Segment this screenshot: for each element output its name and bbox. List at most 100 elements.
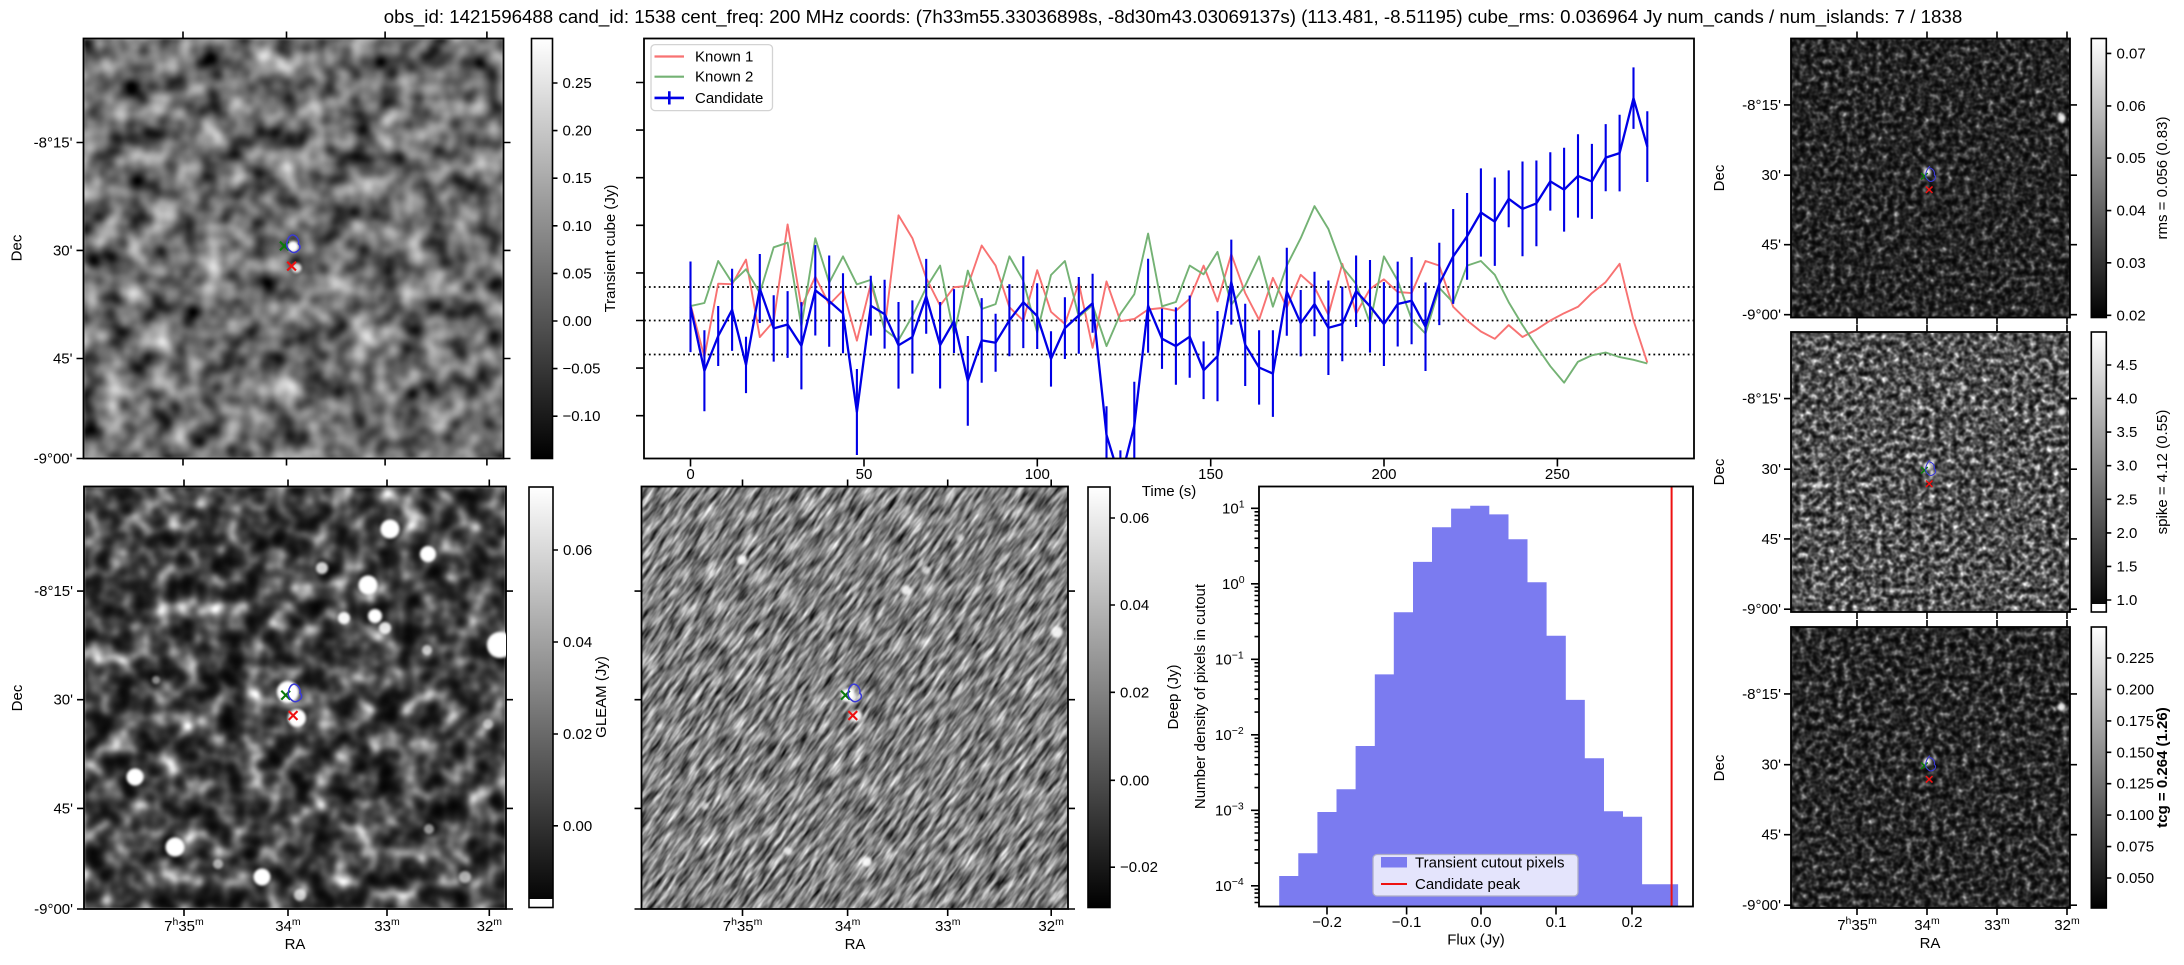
svg-text:0.03: 0.03 — [2117, 255, 2146, 272]
svg-text:0.04: 0.04 — [1120, 597, 1149, 614]
svg-text:30': 30' — [1761, 167, 1781, 184]
svg-text:obs_id: 1421596488 cand_id: 15: obs_id: 1421596488 cand_id: 1538 cent_fr… — [384, 6, 1962, 28]
svg-text:Dec: Dec — [1711, 458, 1728, 485]
svg-text:30': 30' — [1761, 757, 1781, 774]
svg-text:3.5: 3.5 — [2117, 424, 2138, 441]
svg-text:0.06: 0.06 — [2117, 98, 2146, 115]
svg-text:0.07: 0.07 — [2117, 45, 2146, 62]
svg-text:RA: RA — [285, 936, 306, 953]
svg-text:0.10: 0.10 — [563, 218, 592, 235]
svg-text:-9°00': -9°00' — [1742, 307, 1781, 324]
svg-text:100: 100 — [1025, 466, 1050, 483]
svg-text:-9°00': -9°00' — [1742, 897, 1781, 914]
svg-text:Candidate peak: Candidate peak — [1415, 876, 1521, 893]
svg-text:0.0: 0.0 — [1471, 914, 1492, 931]
svg-text:rms = 0.056 (0.83): rms = 0.056 (0.83) — [2154, 117, 2171, 240]
svg-text:0.00: 0.00 — [563, 818, 592, 835]
svg-text:0.04: 0.04 — [563, 634, 592, 651]
svg-text:spike = 4.12 (0.55): spike = 4.12 (0.55) — [2154, 410, 2171, 535]
svg-text:0.200: 0.200 — [2117, 681, 2155, 698]
svg-text:−0.1: −0.1 — [1392, 914, 1422, 931]
svg-text:Number density of pixels in cu: Number density of pixels in cutout — [1192, 583, 1209, 809]
svg-text:0.225: 0.225 — [2117, 650, 2155, 667]
svg-text:32m: 32m — [2054, 915, 2080, 934]
svg-text:Known 2: Known 2 — [695, 69, 753, 86]
svg-text:-8°15': -8°15' — [1742, 391, 1781, 408]
svg-text:0.15: 0.15 — [563, 170, 592, 187]
svg-text:10−2: 10−2 — [1215, 725, 1244, 744]
svg-text:0.06: 0.06 — [1120, 510, 1149, 527]
svg-text:32m: 32m — [1038, 916, 1064, 935]
svg-text:Candidate: Candidate — [695, 90, 763, 107]
svg-text:0.050: 0.050 — [2117, 870, 2155, 887]
svg-text:−0.05: −0.05 — [563, 361, 601, 378]
svg-text:0.25: 0.25 — [563, 75, 592, 92]
svg-text:30': 30' — [53, 242, 73, 259]
svg-text:0: 0 — [686, 466, 694, 483]
svg-text:34m: 34m — [835, 916, 861, 935]
svg-text:Dec: Dec — [1711, 754, 1728, 781]
svg-text:2.0: 2.0 — [2117, 525, 2138, 542]
svg-text:0.02: 0.02 — [1120, 684, 1149, 701]
svg-text:4.0: 4.0 — [2117, 391, 2138, 408]
svg-text:7h35m: 7h35m — [723, 916, 763, 935]
svg-text:10−1: 10−1 — [1215, 649, 1244, 668]
svg-text:0.175: 0.175 — [2117, 713, 2155, 730]
svg-text:45': 45' — [1761, 237, 1781, 254]
svg-text:GLEAM (Jy): GLEAM (Jy) — [593, 656, 610, 738]
svg-text:34m: 34m — [1914, 915, 1940, 934]
svg-text:34m: 34m — [275, 916, 301, 935]
svg-text:Dec: Dec — [9, 684, 26, 711]
svg-text:4.5: 4.5 — [2117, 357, 2138, 374]
svg-text:tcg = 0.264 (1.26): tcg = 0.264 (1.26) — [2154, 707, 2171, 827]
svg-text:0.05: 0.05 — [563, 265, 592, 282]
svg-text:1.5: 1.5 — [2117, 558, 2138, 575]
svg-text:0.2: 0.2 — [1622, 914, 1643, 931]
svg-text:RA: RA — [1920, 935, 1941, 952]
svg-text:45': 45' — [1761, 531, 1781, 548]
svg-text:Transient cube (Jy): Transient cube (Jy) — [602, 185, 619, 313]
svg-text:50: 50 — [856, 466, 873, 483]
svg-text:0.075: 0.075 — [2117, 839, 2155, 856]
svg-text:200: 200 — [1371, 466, 1396, 483]
svg-text:45': 45' — [53, 800, 73, 817]
svg-text:RA: RA — [845, 936, 866, 953]
svg-text:Transient cutout pixels: Transient cutout pixels — [1415, 855, 1565, 872]
svg-text:0.05: 0.05 — [2117, 150, 2146, 167]
svg-text:33m: 33m — [374, 916, 400, 935]
svg-text:0.02: 0.02 — [563, 726, 592, 743]
svg-text:-8°15': -8°15' — [34, 583, 73, 600]
svg-text:0.20: 0.20 — [563, 123, 592, 140]
svg-text:-9°00': -9°00' — [34, 451, 73, 468]
svg-text:-8°15': -8°15' — [34, 135, 73, 152]
svg-text:150: 150 — [1198, 466, 1223, 483]
svg-text:−0.2: −0.2 — [1312, 914, 1342, 931]
svg-text:0.02: 0.02 — [2117, 307, 2146, 324]
svg-text:101: 101 — [1222, 498, 1245, 517]
svg-text:7h35m: 7h35m — [1837, 915, 1877, 934]
svg-text:0.125: 0.125 — [2117, 776, 2155, 793]
svg-text:0.1: 0.1 — [1546, 914, 1567, 931]
svg-text:2.5: 2.5 — [2117, 491, 2138, 508]
svg-text:45': 45' — [1761, 827, 1781, 844]
svg-text:-9°00': -9°00' — [1742, 601, 1781, 618]
svg-text:0.150: 0.150 — [2117, 744, 2155, 761]
svg-text:30': 30' — [53, 692, 73, 709]
svg-text:Deep (Jy): Deep (Jy) — [1165, 664, 1182, 729]
svg-text:33m: 33m — [935, 916, 961, 935]
svg-text:3.0: 3.0 — [2117, 458, 2138, 475]
svg-text:100: 100 — [1222, 574, 1245, 593]
svg-text:0.00: 0.00 — [563, 313, 592, 330]
svg-text:30': 30' — [1761, 461, 1781, 478]
svg-text:Flux (Jy): Flux (Jy) — [1447, 932, 1505, 949]
svg-text:Dec: Dec — [9, 234, 26, 261]
svg-text:33m: 33m — [1984, 915, 2010, 934]
svg-text:−0.02: −0.02 — [1120, 859, 1158, 876]
svg-text:0.00: 0.00 — [1120, 772, 1149, 789]
svg-text:1.0: 1.0 — [2117, 592, 2138, 609]
svg-text:250: 250 — [1545, 466, 1570, 483]
svg-text:-8°15': -8°15' — [1742, 686, 1781, 703]
svg-text:0.06: 0.06 — [563, 542, 592, 559]
svg-text:10−4: 10−4 — [1215, 876, 1244, 895]
svg-text:Known 1: Known 1 — [695, 49, 753, 66]
